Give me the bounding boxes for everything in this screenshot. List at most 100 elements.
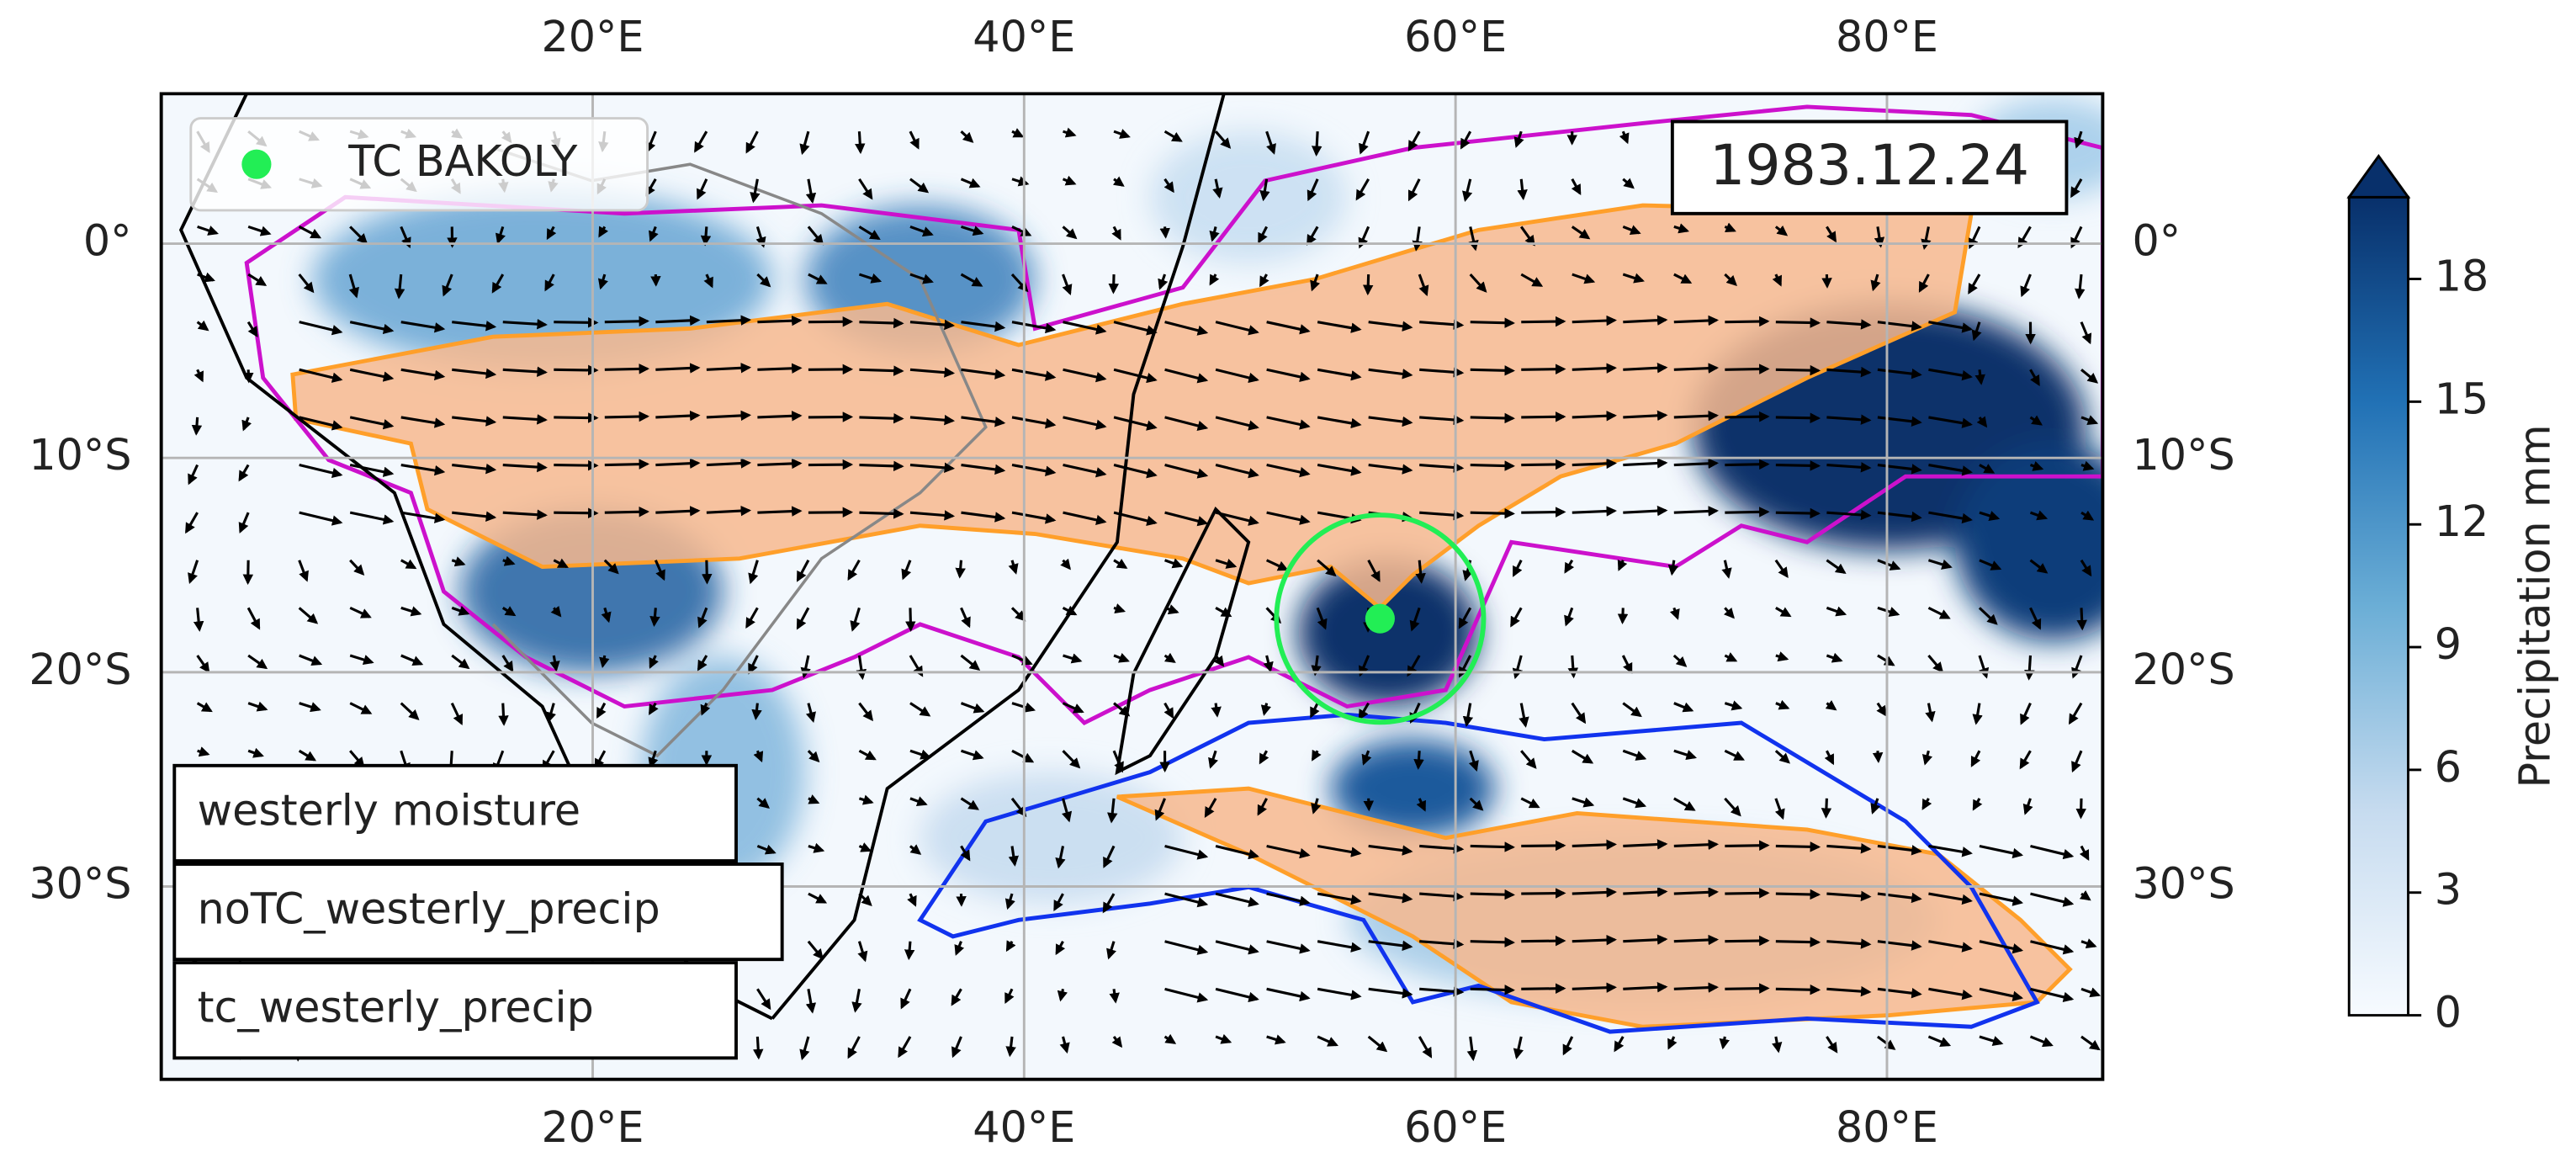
- wind-arrow: [1775, 364, 1821, 376]
- legend-label: tc_westerly_precip: [198, 983, 594, 1032]
- wind-arrow: [349, 606, 372, 618]
- wind-arrow: [1108, 274, 1119, 295]
- wind-arrow: [2080, 559, 2092, 577]
- wind-arrow: [1102, 893, 1116, 914]
- colorbar-tick-label: 18: [2435, 252, 2489, 301]
- wind-arrow: [238, 512, 250, 533]
- wind-arrow: [545, 703, 556, 724]
- wind-arrow: [1673, 887, 1720, 898]
- wind-arrow: [1368, 940, 1413, 952]
- wind-arrow: [1265, 559, 1289, 571]
- wind-arrow: [1266, 940, 1311, 954]
- wind-arrow: [1978, 607, 1998, 625]
- wind-arrow: [1877, 511, 1922, 523]
- wind-arrow: [1928, 892, 1973, 905]
- wind-arrow: [751, 703, 762, 720]
- wind-arrow: [898, 1036, 912, 1059]
- madagascar: [1115, 506, 1251, 776]
- wind-arrow: [1011, 128, 1025, 138]
- wind-arrow: [799, 1036, 810, 1061]
- colorbar-tick-label: 15: [2435, 374, 2489, 423]
- wind-arrow: [1060, 558, 1071, 571]
- wind-arrow: [1062, 750, 1081, 769]
- wind-arrow: [238, 464, 250, 482]
- wind-arrow: [1113, 603, 1126, 614]
- colorbar-tick-label: 0: [2435, 988, 2462, 1038]
- wind-arrow: [603, 559, 619, 575]
- wind-arrow: [491, 273, 505, 294]
- y-tick-label: 30°S: [29, 859, 131, 909]
- wind-arrow: [1673, 410, 1720, 422]
- wind-arrow: [706, 505, 752, 517]
- colorbar-ticks: 0 3 6 9 12 15 18: [2408, 252, 2489, 1038]
- wind-arrow: [1055, 846, 1066, 869]
- wind-arrow: [1258, 226, 1269, 244]
- wind-arrow: [247, 225, 272, 236]
- wind-arrow: [808, 794, 820, 804]
- wind-arrow: [1163, 1033, 1177, 1044]
- wind-arrow: [1673, 749, 1698, 761]
- wind-arrow: [1572, 982, 1617, 993]
- wind-arrow: [1877, 844, 1922, 856]
- grid: [161, 93, 2103, 1080]
- wind-arrow: [1877, 987, 1922, 999]
- tc-radius: [1274, 512, 1487, 725]
- wind-arrow: [796, 560, 810, 582]
- wind-arrow: [1111, 226, 1121, 241]
- wind-arrow: [1470, 365, 1515, 376]
- wind-arrow: [1062, 175, 1077, 186]
- wind-arrow: [185, 512, 199, 534]
- wind-arrow: [2074, 130, 2085, 149]
- wind-arrow: [1011, 702, 1036, 713]
- wind-arrow: [1306, 226, 1319, 246]
- wind-arrow: [1163, 130, 1183, 142]
- wind-arrow: [1877, 416, 1922, 427]
- wind-arrow: [2030, 844, 2075, 860]
- wind-arrow: [1164, 987, 1209, 1003]
- wind-arrow: [1521, 364, 1566, 374]
- wind-arrow: [1011, 654, 1033, 666]
- wind-arrow: [1921, 798, 1932, 810]
- wind-arrow: [1724, 797, 1741, 817]
- wind-arrow: [1053, 893, 1064, 912]
- wind-arrow: [807, 750, 820, 763]
- wind-arrow: [1317, 1035, 1338, 1047]
- wind-arrow: [1011, 463, 1057, 476]
- wind-arrow: [1164, 558, 1184, 569]
- wind-arrow: [1519, 226, 1535, 247]
- wind-arrow: [1673, 273, 1693, 284]
- wind-arrow: [1974, 369, 1985, 385]
- wind-arrow: [951, 988, 962, 1006]
- wind-arrow: [909, 367, 956, 378]
- wind-arrow: [1622, 702, 1642, 718]
- wind-arrow: [1775, 412, 1821, 424]
- wind-arrow: [703, 273, 713, 289]
- wind-arrow: [1774, 750, 1791, 764]
- wind-arrow: [1361, 750, 1372, 766]
- wind-arrow: [1572, 273, 1596, 284]
- wind-arrow: [1317, 987, 1362, 1000]
- wind-arrow: [1310, 273, 1321, 292]
- wind-arrow: [909, 130, 920, 150]
- wind-arrow: [596, 702, 607, 719]
- wind-arrow: [2029, 460, 2044, 471]
- wind-arrow: [750, 178, 761, 204]
- wind-arrow: [1673, 934, 1720, 946]
- wind-arrow: [349, 321, 395, 335]
- wind-arrow: [1470, 412, 1515, 424]
- wind-arrow: [1005, 940, 1016, 953]
- wind-arrow: [1215, 558, 1238, 569]
- y-tick-label: 20°S: [29, 645, 131, 694]
- wind-arrow: [2080, 510, 2095, 521]
- wind-arrow: [247, 273, 268, 286]
- wind-arrow: [2030, 892, 2075, 907]
- wind-arrow: [1979, 892, 2024, 906]
- wind-arrow: [400, 463, 446, 476]
- wind-arrow: [2080, 369, 2099, 384]
- wind-arrow: [1825, 700, 1837, 711]
- wind-arrow: [1164, 511, 1209, 527]
- wind-arrow: [1367, 560, 1381, 582]
- wind-arrow: [1571, 226, 1591, 240]
- wind-arrow: [1113, 464, 1158, 479]
